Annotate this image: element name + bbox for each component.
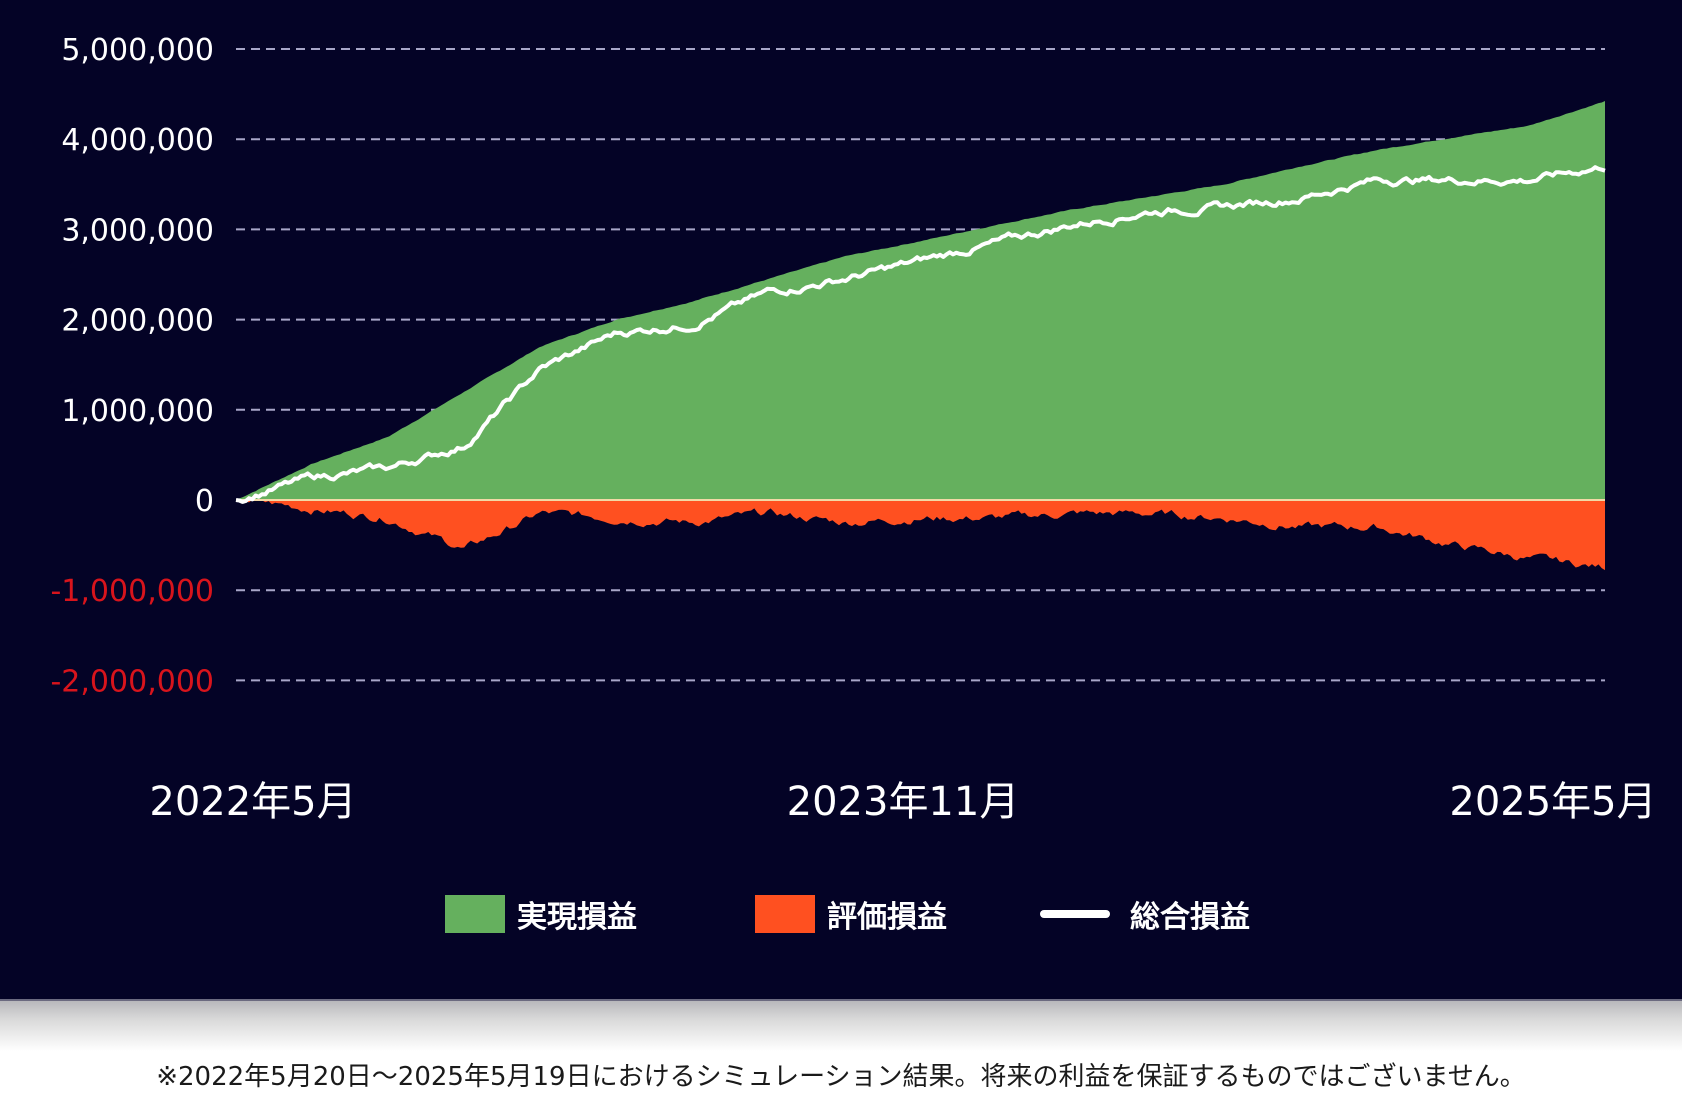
- panel-shadow: [0, 1001, 1682, 1051]
- y-tick-label: 2,000,000: [61, 304, 214, 339]
- realized-pl-area: [236, 101, 1605, 500]
- x-axis: 2022年5月 2023年11月 2025年5月: [149, 779, 1656, 825]
- chart-legend: 実現損益 評価損益 総合損益: [0, 890, 1682, 938]
- unrealized-pl-area: [236, 500, 1605, 571]
- y-tick-label: 1,000,000: [61, 394, 214, 429]
- x-tick-label: 2025年5月: [1449, 779, 1656, 825]
- total-pl-line: [235, 165, 1606, 504]
- legend-item-realized: 実現損益: [445, 890, 637, 938]
- y-axis: 5,000,000 4,000,000 3,000,000 2,000,000 1,00…: [50, 33, 214, 699]
- x-tick-label: 2022年5月: [149, 779, 356, 825]
- y-tick-label: 5,000,000: [61, 33, 214, 68]
- y-tick-label: 3,000,000: [61, 213, 214, 248]
- legend-label: 総合損益: [1130, 900, 1250, 935]
- pl-chart: 5,000,000 4,000,000 3,000,000 2,000,000 1,00…: [50, 33, 1656, 825]
- unrealized-swatch-icon: [755, 895, 815, 933]
- disclaimer-note: ※2022年5月20日～2025年5月19日におけるシミュレーション結果。将来の…: [156, 1062, 1526, 1092]
- y-tick-label: 0: [195, 484, 214, 519]
- y-tick-label: -2,000,000: [50, 664, 214, 699]
- legend-label: 評価損益: [827, 900, 947, 935]
- legend-label: 実現損益: [517, 900, 637, 935]
- x-tick-label: 2023年11月: [787, 779, 1020, 825]
- legend-item-total: 総合損益: [1040, 890, 1250, 938]
- panel-edge: [0, 999, 1682, 1002]
- y-tick-label: 4,000,000: [61, 123, 214, 158]
- total-line-swatch-icon: [1040, 910, 1110, 918]
- y-tick-label: -1,000,000: [50, 574, 214, 609]
- realized-swatch-icon: [445, 895, 505, 933]
- legend-item-unrealized: 評価損益: [755, 890, 947, 938]
